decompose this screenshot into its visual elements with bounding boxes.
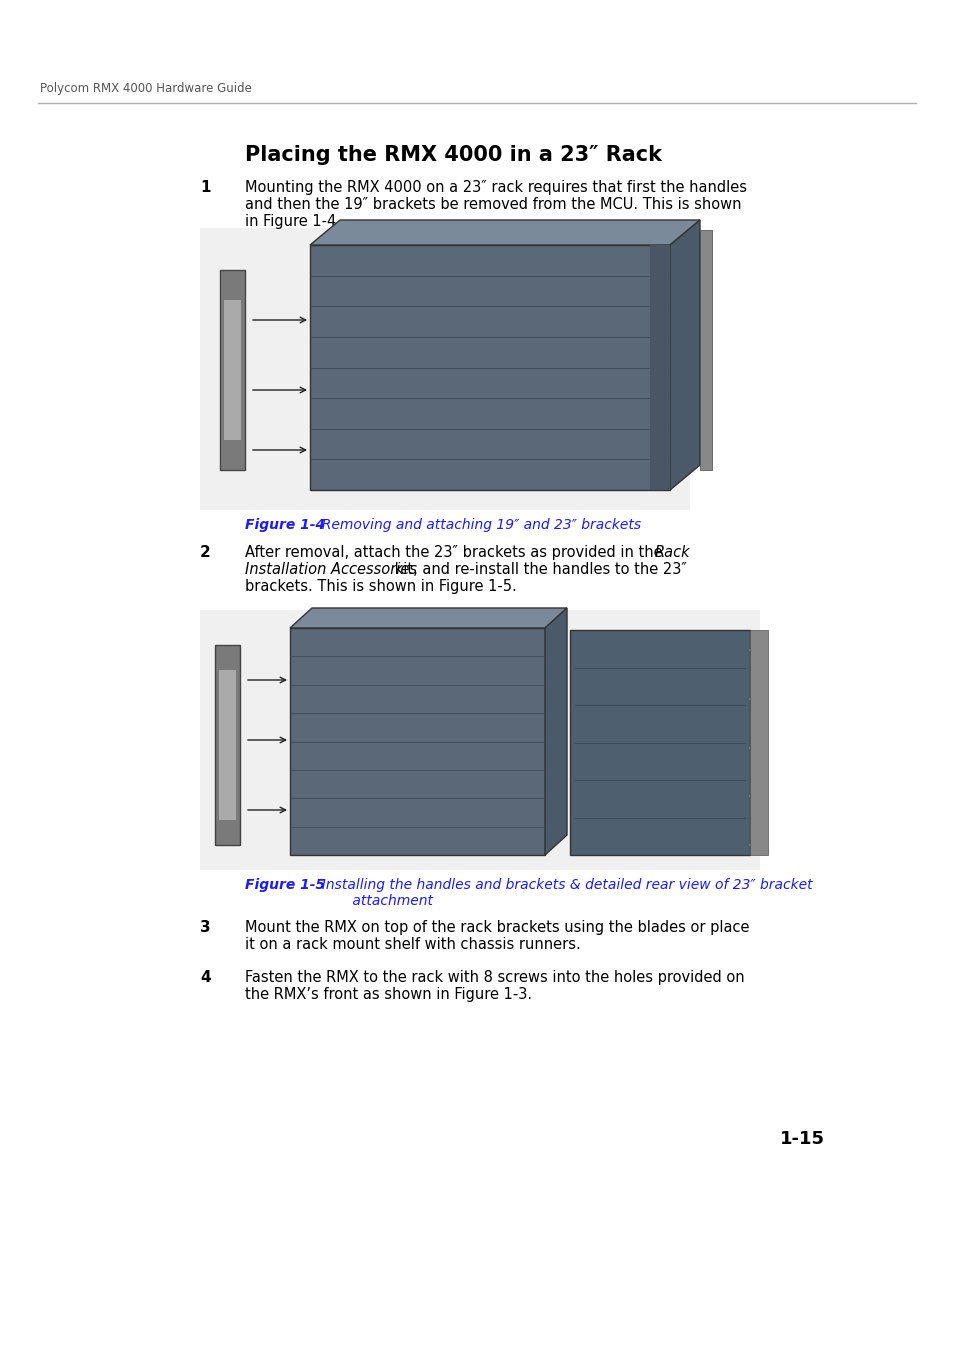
Text: 3: 3 bbox=[200, 919, 211, 936]
FancyBboxPatch shape bbox=[700, 230, 711, 470]
Text: Polycom RMX 4000 Hardware Guide: Polycom RMX 4000 Hardware Guide bbox=[40, 82, 252, 94]
Text: Mounting the RMX 4000 on a 23″ rack requires that first the handles: Mounting the RMX 4000 on a 23″ rack requ… bbox=[245, 180, 746, 194]
FancyBboxPatch shape bbox=[219, 670, 235, 819]
FancyBboxPatch shape bbox=[200, 228, 689, 510]
Text: Figure 1-4: Figure 1-4 bbox=[245, 518, 325, 532]
Text: in Figure 1-4.: in Figure 1-4. bbox=[245, 215, 340, 230]
FancyBboxPatch shape bbox=[200, 610, 760, 869]
FancyBboxPatch shape bbox=[224, 300, 241, 440]
Text: Placing the RMX 4000 in a 23″ Rack: Placing the RMX 4000 in a 23″ Rack bbox=[245, 144, 661, 165]
Polygon shape bbox=[669, 220, 700, 490]
Text: the RMX’s front as shown in Figure 1-3.: the RMX’s front as shown in Figure 1-3. bbox=[245, 987, 532, 1002]
Text: attachment: attachment bbox=[313, 894, 433, 909]
FancyBboxPatch shape bbox=[749, 630, 767, 855]
Text: Mount the RMX on top of the rack brackets using the blades or place: Mount the RMX on top of the rack bracket… bbox=[245, 919, 749, 936]
FancyBboxPatch shape bbox=[214, 645, 240, 845]
Polygon shape bbox=[310, 220, 700, 244]
FancyBboxPatch shape bbox=[220, 270, 245, 470]
FancyBboxPatch shape bbox=[569, 630, 749, 855]
Text: kit, and re-install the handles to the 23″: kit, and re-install the handles to the 2… bbox=[390, 562, 686, 576]
FancyBboxPatch shape bbox=[649, 244, 669, 490]
Text: Rack: Rack bbox=[655, 545, 690, 560]
Text: Removing and attaching 19″ and 23″ brackets: Removing and attaching 19″ and 23″ brack… bbox=[313, 518, 640, 532]
Text: Figure 1-5: Figure 1-5 bbox=[245, 878, 325, 892]
Text: it on a rack mount shelf with chassis runners.: it on a rack mount shelf with chassis ru… bbox=[245, 937, 580, 952]
Text: Fasten the RMX to the rack with 8 screws into the holes provided on: Fasten the RMX to the rack with 8 screws… bbox=[245, 971, 744, 986]
Polygon shape bbox=[544, 608, 566, 855]
Text: 1-15: 1-15 bbox=[780, 1130, 824, 1148]
FancyBboxPatch shape bbox=[290, 628, 544, 855]
Text: 4: 4 bbox=[200, 971, 211, 986]
Text: 2: 2 bbox=[200, 545, 211, 560]
FancyBboxPatch shape bbox=[310, 244, 669, 490]
Text: and then the 19″ brackets be removed from the MCU. This is shown: and then the 19″ brackets be removed fro… bbox=[245, 197, 740, 212]
Text: brackets. This is shown in Figure 1-5.: brackets. This is shown in Figure 1-5. bbox=[245, 579, 517, 594]
Text: After removal, attach the 23″ brackets as provided in the: After removal, attach the 23″ brackets a… bbox=[245, 545, 666, 560]
Polygon shape bbox=[290, 608, 566, 628]
Text: Installation Accessories: Installation Accessories bbox=[245, 562, 416, 576]
Text: 1: 1 bbox=[200, 180, 211, 194]
Text: Installing the handles and brackets & detailed rear view of 23″ bracket: Installing the handles and brackets & de… bbox=[313, 878, 812, 892]
